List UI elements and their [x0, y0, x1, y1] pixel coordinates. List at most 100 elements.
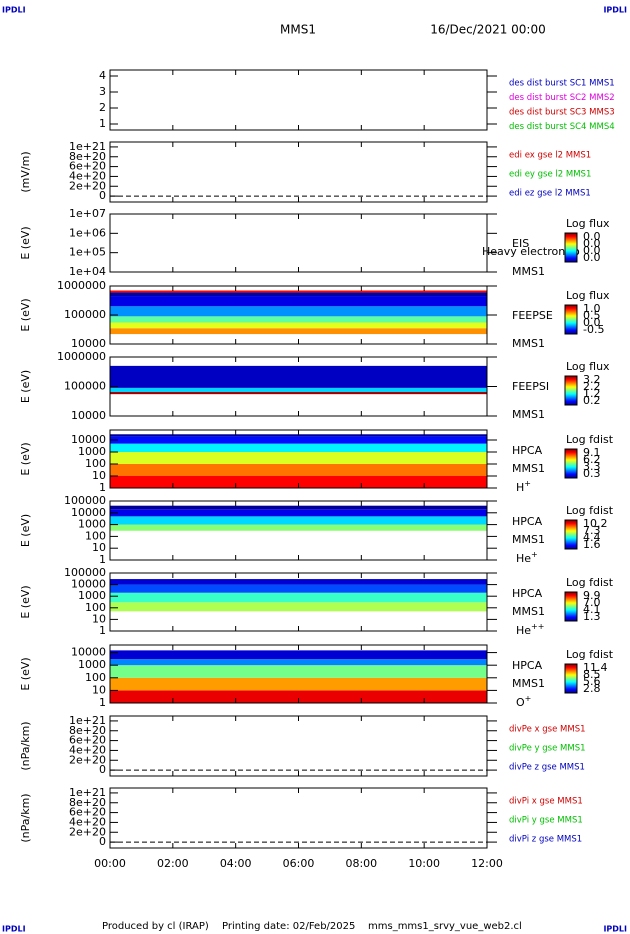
y-axis-label: E (eV) [19, 226, 32, 259]
colorbar-slice [565, 466, 577, 468]
colorbar-slice [565, 331, 577, 333]
spectrogram-band [110, 306, 487, 317]
colorbar-slice [565, 241, 577, 243]
colorbar-slice [565, 391, 577, 393]
colorbar-tick-label: 3.3 [583, 460, 601, 473]
colorbar-tick-label: 10.2 [583, 517, 608, 530]
colorbar-slice [565, 236, 577, 239]
colorbar-tick-label: 0.0 [583, 237, 601, 250]
footer-date: Printing date: 02/Feb/2025 [222, 921, 355, 932]
y-tick-label: 8e+20 [69, 796, 106, 809]
colorbar-tick-label: 1.0 [583, 302, 601, 315]
colorbar-slice [565, 387, 577, 389]
y-axis-label: E (eV) [19, 298, 32, 331]
panel-label: EIS [512, 237, 529, 250]
colorbar-slice [565, 260, 577, 262]
colorbar-tick-label: 9.1 [583, 446, 601, 459]
colorbar-slice [565, 607, 577, 609]
colorbar-slice [565, 312, 577, 314]
colorbar-slice [565, 677, 577, 679]
colorbar-tick-label: 7.3 [583, 524, 601, 537]
legend-entry: divPe y gse MMS1 [509, 744, 586, 754]
colorbar-slice [565, 669, 577, 672]
y-tick-label: 10000 [71, 433, 106, 446]
y-tick-label: 10000 [71, 409, 106, 422]
spectrogram-band [110, 296, 487, 307]
x-tick-label: 12:00 [471, 857, 503, 870]
colorbar-slice [565, 305, 577, 307]
colorbar-slice [565, 598, 577, 601]
species: He [516, 624, 531, 637]
colorbar-slice [565, 379, 577, 382]
colorbar-slice [565, 530, 577, 532]
colorbar-slice [565, 616, 577, 618]
y-tick-label: 6e+20 [69, 806, 106, 819]
colorbar-slice [565, 538, 577, 540]
colorbar-slice [565, 248, 577, 250]
legend-entry: des dist burst SC4 MMS4 [509, 122, 615, 132]
colorbar-slice [565, 531, 577, 533]
colorbar-tick-label: -0.5 [583, 323, 604, 336]
colorbar-slice [565, 384, 577, 386]
colorbar-slice [565, 451, 577, 454]
colorbar-slice [565, 670, 577, 673]
colorbar-slice [565, 254, 577, 256]
colorbar-slice [565, 682, 577, 684]
colorbar-slice [565, 603, 577, 605]
corner-label: IPDLI [603, 6, 627, 15]
y-tick-label: 1000 [78, 518, 106, 531]
colorbar-slice [565, 524, 577, 527]
colorbar-slice [565, 546, 577, 548]
spectrogram-band [110, 316, 487, 323]
y-tick-label: 0 [99, 189, 106, 202]
panel-label: MMS1 [512, 533, 545, 546]
panel-label: HPCA [512, 444, 543, 457]
colorbar-slice [565, 380, 577, 383]
y-tick-label: 4e+20 [69, 169, 106, 182]
colorbar-slice [565, 678, 577, 680]
colorbar-slice [565, 392, 577, 394]
colorbar-tick-label: 3.2 [583, 373, 601, 386]
y-tick-label: 1000000 [57, 279, 106, 292]
colorbar-slice [565, 459, 577, 461]
colorbar-slice [565, 474, 577, 476]
colorbar-slice [565, 686, 577, 688]
y-tick-label: 6e+20 [69, 160, 106, 173]
colorbar-frame [564, 519, 578, 550]
colorbar-slice [565, 376, 577, 379]
colorbar-slice [565, 521, 577, 524]
colorbar-slice [565, 535, 577, 537]
colorbar-slice [565, 596, 577, 599]
colorbar-slice [565, 666, 577, 669]
colorbar-slice [565, 393, 577, 395]
colorbar-slice [565, 319, 577, 321]
y-tick-label: 10000 [71, 646, 106, 659]
legend-entry: divPi x gse MMS1 [509, 797, 583, 807]
colorbar-slice [565, 534, 577, 536]
colorbar-tick-label: 0.2 [583, 394, 601, 407]
colorbar-slice [565, 615, 577, 617]
y-tick-label: 1e+05 [69, 246, 106, 259]
y-tick-label: 10000 [71, 337, 106, 350]
panel-label: Heavy electron to [482, 245, 580, 258]
colorbar-slice [565, 593, 577, 596]
colorbar-slice [565, 688, 577, 690]
colorbar-slice [565, 604, 577, 606]
colorbar-slice [565, 395, 577, 397]
y-tick-label: 1e+21 [69, 140, 106, 153]
colorbar-slice [565, 543, 577, 545]
colorbar-slice [565, 673, 577, 675]
colorbar-tick-label: 11.4 [583, 661, 608, 674]
colorbar-slice [565, 681, 577, 683]
colorbar-slice [565, 309, 577, 312]
y-tick-label: 1e+07 [69, 207, 106, 220]
spectrogram-band [110, 451, 487, 464]
corner-label: IPDLI [2, 6, 26, 15]
colorbar-title: Log fdist [566, 504, 614, 517]
y-tick-label: 1000 [78, 589, 106, 602]
x-tick-label: 02:00 [157, 857, 189, 870]
spectrogram-band [110, 292, 487, 297]
colorbar-slice [565, 532, 577, 534]
colorbar-tick-label: 5.6 [583, 675, 601, 688]
colorbar-tick-label: 2.2 [583, 380, 601, 393]
